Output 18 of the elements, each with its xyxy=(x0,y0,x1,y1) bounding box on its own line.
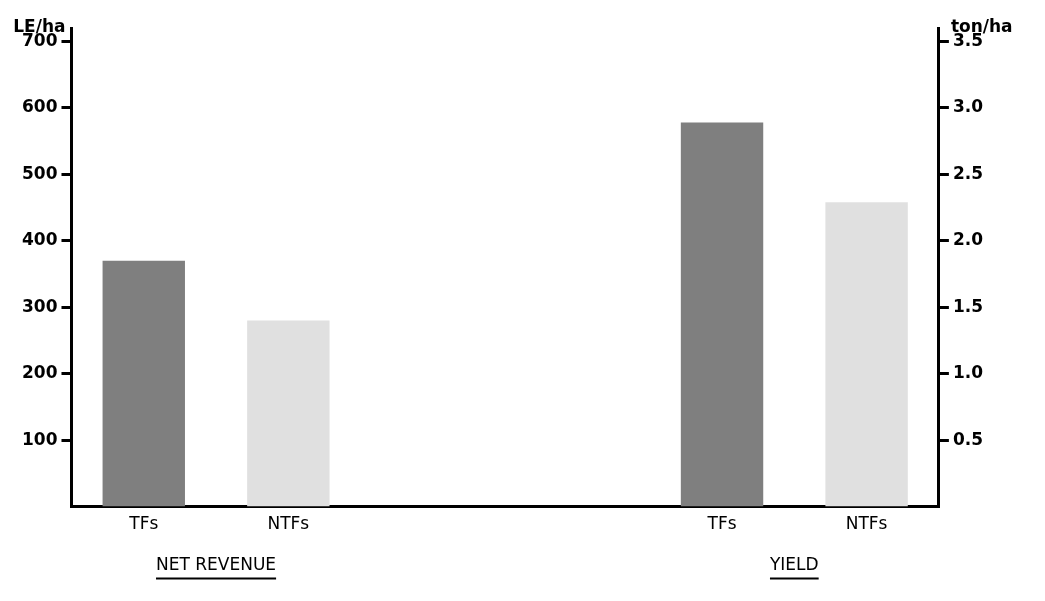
text: NET REVENUE xyxy=(156,553,277,574)
y2-tick-label: 2.5 xyxy=(952,162,984,183)
y2-tick-label: 3.0 xyxy=(952,96,984,117)
y-tick-label: 600 xyxy=(21,96,58,117)
x-tick-label: TFs xyxy=(128,513,159,534)
y-tick-label: 300 xyxy=(21,295,58,316)
x-tick-label: TFs xyxy=(706,513,737,534)
y-tick-label: 500 xyxy=(21,162,58,183)
x-tick-label: NTFs xyxy=(267,513,310,534)
y-tick-label: 200 xyxy=(21,362,58,383)
y2-tick-label: 2.0 xyxy=(952,229,984,250)
y2-tick-label: 1.5 xyxy=(952,295,984,316)
text: YIELD xyxy=(768,553,819,574)
x-tick-label: NTFs xyxy=(845,513,888,534)
y2-tick-label: 1.0 xyxy=(952,362,984,383)
y2-tick-label: 0.5 xyxy=(952,428,984,449)
y-tick-label: 400 xyxy=(21,229,58,250)
y-tick-label: 100 xyxy=(21,428,58,449)
